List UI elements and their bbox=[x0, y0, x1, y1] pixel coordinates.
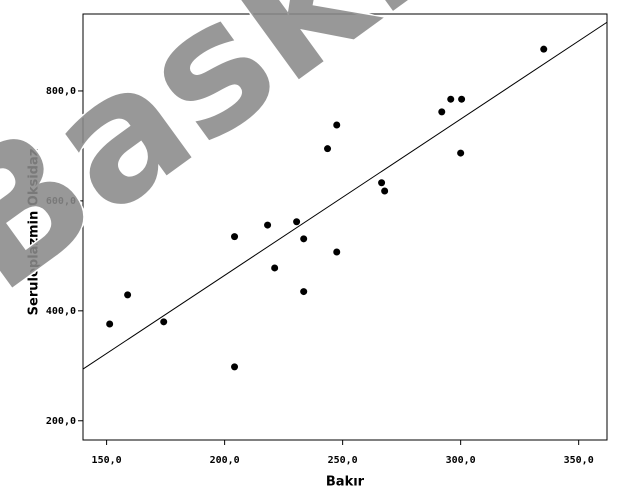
point bbox=[333, 249, 340, 256]
point bbox=[124, 291, 131, 298]
x-tick-label: 150,0 bbox=[92, 455, 122, 466]
point bbox=[293, 218, 300, 225]
point bbox=[264, 222, 271, 229]
point bbox=[378, 179, 385, 186]
x-axis-title: Bakır bbox=[326, 475, 365, 490]
y-tick-label: 200,0 bbox=[46, 416, 76, 427]
point bbox=[438, 108, 445, 115]
point bbox=[300, 288, 307, 295]
point bbox=[271, 264, 278, 271]
x-tick-label: 300,0 bbox=[446, 455, 476, 466]
point bbox=[540, 46, 547, 53]
point bbox=[106, 321, 113, 328]
point bbox=[447, 96, 454, 103]
x-tick-label: 250,0 bbox=[328, 455, 358, 466]
point bbox=[381, 187, 388, 194]
point bbox=[457, 150, 464, 157]
point bbox=[300, 235, 307, 242]
point bbox=[231, 363, 238, 370]
point bbox=[324, 145, 331, 152]
chart: Bakır Seruloplazmin Oksidaz 150,0200,025… bbox=[0, 0, 619, 493]
point bbox=[333, 122, 340, 129]
x-tick-label: 350,0 bbox=[564, 455, 594, 466]
point bbox=[231, 233, 238, 240]
x-tick-label: 200,0 bbox=[210, 455, 240, 466]
point bbox=[458, 96, 465, 103]
point bbox=[160, 318, 167, 325]
